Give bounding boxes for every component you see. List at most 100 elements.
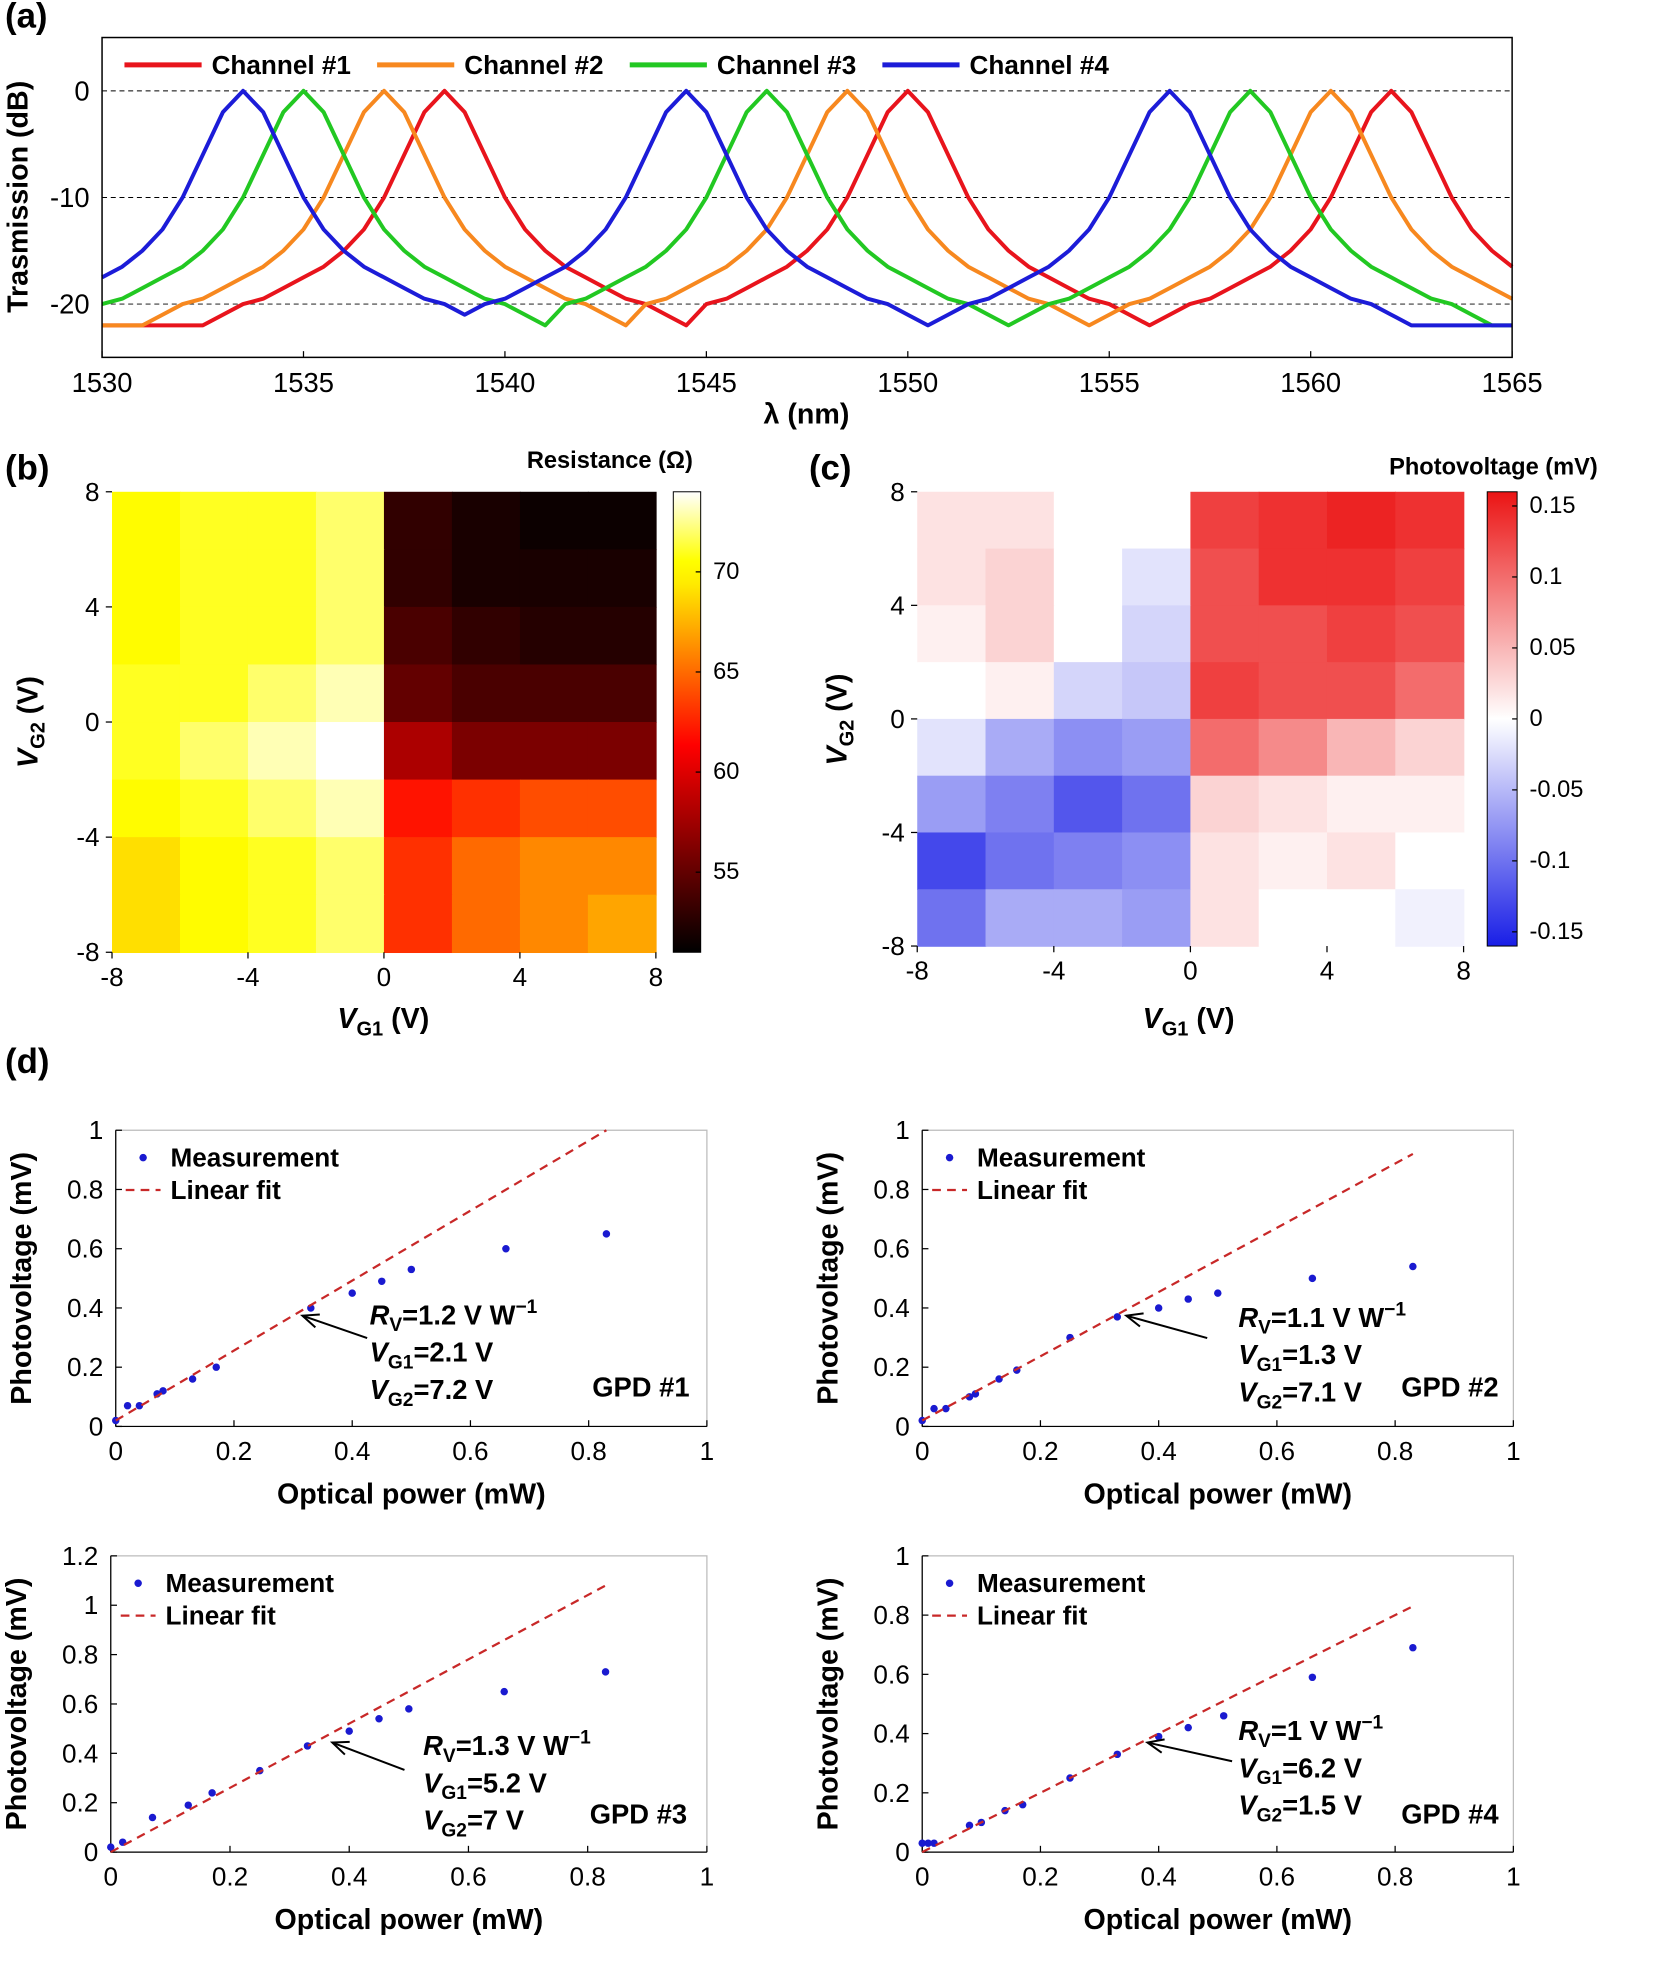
annotation-part: V [1258, 1318, 1271, 1339]
heat-cell [917, 491, 987, 550]
legend-swatch [139, 1153, 147, 1162]
heat-cell [519, 606, 589, 666]
heat-cell [985, 491, 1055, 550]
x-tick-label: 0 [1183, 956, 1198, 986]
data-point [1184, 1723, 1192, 1732]
heat-cell [383, 664, 453, 723]
heat-cell [1326, 491, 1397, 550]
y-tick-label: 1 [84, 1590, 99, 1620]
y-tick-label: 0 [84, 1837, 99, 1867]
heat-cell [179, 894, 249, 954]
heat-cell [1190, 662, 1260, 720]
y-tick-label: 4 [85, 592, 100, 622]
annotation-part: =1.3 V W [456, 1730, 569, 1761]
x-axis-label: Optical power (mW) [1083, 1479, 1352, 1511]
x-tick-label: 0 [103, 1862, 118, 1892]
data-point [107, 1843, 115, 1851]
annotation: VG2=7.2 V [370, 1374, 494, 1411]
heat-cell [917, 832, 987, 891]
colorbar-tick-label: 60 [713, 759, 739, 785]
heat-cell [1122, 605, 1192, 663]
x-tick-label: 0.6 [1259, 1862, 1295, 1892]
heat-cell [1326, 605, 1397, 663]
heat-cell [247, 779, 317, 838]
y-tick-label: 1 [89, 1115, 104, 1145]
heat-cell [1258, 775, 1328, 834]
heat-cell [519, 549, 589, 608]
tag-label: GPD #4 [1401, 1798, 1499, 1829]
x-tick-label: 1530 [72, 367, 133, 398]
data-point [1214, 1289, 1222, 1297]
heat-cell [1258, 718, 1328, 777]
annotation-part: V [1238, 1790, 1259, 1821]
heat-cell [112, 491, 181, 551]
heat-cell [519, 664, 589, 723]
data-point [345, 1727, 353, 1735]
annotation-part: =1.2 V W [402, 1299, 515, 1330]
fit-line [921, 1152, 1414, 1422]
annotation-part: G2 [1257, 1392, 1283, 1413]
heat-cell [917, 605, 987, 663]
colorbar-title: Resistance (Ω) [527, 448, 693, 474]
panel-label: (b) [5, 448, 49, 487]
legend-label: Measurement [977, 1143, 1146, 1173]
heat-cell [519, 894, 589, 954]
heat-cell [1395, 662, 1465, 720]
data-point [930, 1404, 938, 1413]
data-point [965, 1821, 974, 1830]
heat-cell [985, 548, 1055, 607]
heat-cell [112, 779, 181, 838]
series-line [102, 88, 1514, 328]
y-tick-label: 0 [89, 1411, 104, 1441]
data-point [123, 1401, 132, 1410]
annotation: RV=1.3 V W−1 [423, 1727, 591, 1766]
colorbar-tick-label: -0.05 [1530, 777, 1584, 803]
annotation-part: V [1238, 1377, 1259, 1408]
data-point [1113, 1750, 1122, 1759]
annotation-arrow [331, 1741, 405, 1771]
annotation: VG1=1.3 V [1238, 1339, 1362, 1376]
legend-swatch [134, 1579, 142, 1587]
fit-line [110, 1584, 607, 1854]
data-point [601, 1668, 610, 1676]
legend-label: Linear fit [977, 1601, 1088, 1631]
heat-cell [179, 491, 249, 551]
y-tick-label: 0.6 [873, 1234, 909, 1264]
panel-label: (d) [5, 1042, 49, 1081]
colorbar-tick-label: 65 [713, 659, 739, 685]
x-tick-label: 0.4 [1141, 1862, 1177, 1892]
heat-cell [1190, 775, 1260, 834]
x-tick-label: 0.6 [450, 1862, 486, 1892]
heat-cell [247, 722, 317, 781]
legend-label: Linear fit [171, 1175, 282, 1205]
heat-cell [917, 889, 987, 947]
x-tick-label: 8 [649, 962, 664, 992]
chart-scatter: 0 0.2 0.4 0.6 0.8 1 0 0.2 0.4 0.6 0.8 1 MeasurementL… [813, 1115, 1521, 1510]
x-tick-label: 0.2 [216, 1436, 252, 1466]
x-tick-label: 4 [513, 962, 528, 992]
tag-label: GPD #3 [590, 1798, 687, 1829]
data-point [348, 1289, 356, 1297]
heat-cell [1395, 775, 1465, 834]
x-axis-label-part: G1 [1162, 1018, 1189, 1040]
heat-cell [451, 779, 521, 838]
annotation: VG2=7 V [423, 1805, 525, 1842]
x-tick-label: 1550 [877, 367, 938, 398]
annotation-part: V [1238, 1339, 1259, 1370]
heat-cell [383, 491, 453, 551]
y-tick-label: 0.4 [62, 1738, 98, 1768]
annotation-part: V [370, 1374, 391, 1405]
heat-cell [1326, 832, 1397, 891]
heat-cell [1053, 718, 1123, 777]
colorbar-tick-label: 0.15 [1530, 493, 1576, 519]
heat-cell [1258, 491, 1328, 550]
heat-cell [451, 894, 521, 954]
x-tick-label: 1 [1506, 1436, 1521, 1466]
arrow-head [300, 1313, 320, 1329]
annotation-part: =1 V W [1271, 1715, 1362, 1746]
annotation-arrow [302, 1314, 368, 1340]
heat-cell [1053, 491, 1123, 550]
x-axis-label: VG1 (V) [1143, 1003, 1235, 1040]
heat-cell [451, 837, 521, 896]
